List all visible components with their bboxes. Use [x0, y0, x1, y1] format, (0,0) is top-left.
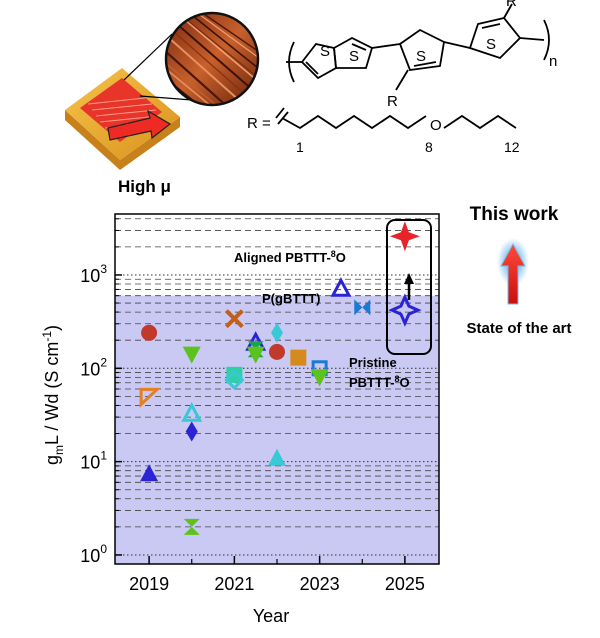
svg-text:12: 12	[504, 139, 520, 155]
annotation-pristine-polymer: PBTTT-8O	[349, 374, 410, 390]
y-tick-label: 102	[80, 355, 107, 379]
x-tick-label: 2023	[300, 574, 340, 594]
data-point	[354, 299, 371, 316]
svg-text:1: 1	[296, 139, 304, 155]
highlight-box	[386, 219, 432, 355]
data-point	[388, 293, 422, 327]
svg-text:R: R	[387, 93, 398, 110]
data-point	[183, 518, 200, 535]
data-point	[310, 369, 329, 387]
y-tick-label: 101	[80, 449, 107, 473]
x-axis-label: Year	[253, 606, 289, 626]
gold-electrode-side	[65, 110, 180, 170]
data-point	[181, 402, 203, 422]
annotation-pgbttt: P(gBTTT)	[262, 291, 320, 306]
data-point	[185, 421, 198, 442]
data-markers	[139, 221, 422, 535]
data-point	[271, 322, 283, 343]
data-point	[224, 369, 245, 391]
data-point	[268, 448, 286, 466]
y-tick-label: 103	[80, 262, 107, 286]
data-point	[269, 343, 285, 360]
up-arrow-icon	[500, 242, 526, 305]
data-point	[246, 346, 265, 364]
svg-text:n: n	[549, 53, 557, 70]
plot-frame	[114, 213, 440, 565]
data-point	[330, 277, 352, 297]
alignment-arrow-icon	[107, 109, 172, 141]
y-axis-label: gmL / Wd (S cm-1)	[40, 325, 66, 465]
x-tick-label: 2019	[129, 574, 169, 594]
gridlines	[115, 218, 439, 556]
chemical-labels: S S S S R R n R = O 1 8 12	[247, 0, 557, 155]
x-tick-label: 2025	[385, 574, 425, 594]
data-point	[182, 346, 201, 364]
svg-text:S: S	[320, 43, 330, 60]
fiber-zoom-circle	[164, 11, 260, 107]
improvement-arrow-icon	[404, 273, 414, 300]
this-work-label: This work	[470, 204, 559, 225]
data-point	[290, 349, 307, 366]
annotation-aligned: Aligned PBTTT-8O	[234, 249, 346, 265]
y-ticks: 100 101 102 103	[80, 218, 122, 566]
x-tick-label: 2021	[214, 574, 254, 594]
y-tick-label: 100	[80, 542, 107, 566]
state-of-art-label: State of the art	[466, 320, 571, 337]
high-mobility-label: High μ	[118, 177, 171, 196]
mobility-chart: 2019 2021 2023 2025 100 101 102 103 Aligned PB…	[40, 213, 440, 626]
svg-text:S: S	[486, 36, 496, 53]
svg-text:8: 8	[425, 139, 433, 155]
device-schematic: High μ	[65, 11, 260, 196]
data-point	[226, 366, 243, 383]
data-point	[224, 309, 244, 329]
svg-text:S: S	[416, 48, 426, 65]
svg-text:O: O	[430, 117, 442, 134]
svg-text:S: S	[349, 48, 359, 65]
x-ticks: 2019 2021 2023 2025	[129, 556, 425, 594]
data-point	[140, 464, 159, 482]
side-annotations: This work State of the art	[466, 204, 571, 337]
svg-text:R: R	[506, 0, 517, 10]
data-point	[141, 324, 158, 341]
data-point	[389, 221, 420, 252]
chemical-structure	[275, 3, 550, 130]
svg-text:R =: R =	[247, 115, 271, 132]
annotation-pristine: Pristine	[349, 355, 397, 370]
data-point	[139, 387, 161, 408]
